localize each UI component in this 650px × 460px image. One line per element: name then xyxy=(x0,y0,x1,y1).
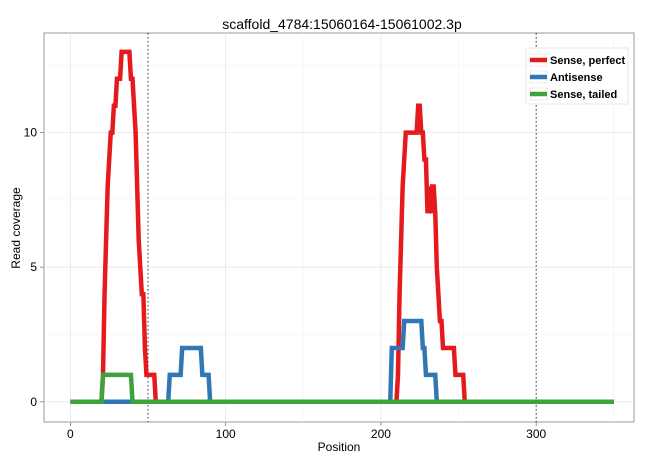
x-axis-label: Position xyxy=(318,440,361,454)
legend: Sense, perfect Antisense Sense, tailed xyxy=(525,47,629,105)
series-lines xyxy=(70,49,614,405)
x-tick-label: 300 xyxy=(526,427,546,441)
chart-title: scaffold_4784:15060164-15061002.3p xyxy=(222,16,462,32)
x-axis-ticks: 0 100 200 300 xyxy=(67,422,547,441)
legend-label: Antisense xyxy=(550,72,603,84)
legend-label: Sense, tailed xyxy=(550,89,617,101)
series-line-sense-perfect xyxy=(70,49,614,405)
x-tick-label: 0 xyxy=(67,427,74,441)
y-tick-label: 0 xyxy=(30,395,37,409)
y-tick-label: 5 xyxy=(30,260,37,274)
x-tick-label: 200 xyxy=(371,427,391,441)
series-line-sense-tailed xyxy=(70,372,614,405)
y-tick-label: 10 xyxy=(24,126,38,140)
legend-label: Sense, perfect xyxy=(550,55,626,67)
x-tick-label: 100 xyxy=(216,427,236,441)
y-axis-ticks: 0 5 10 xyxy=(24,126,44,409)
y-axis-label: Read coverage xyxy=(9,187,23,269)
series-line-antisense xyxy=(70,318,614,405)
